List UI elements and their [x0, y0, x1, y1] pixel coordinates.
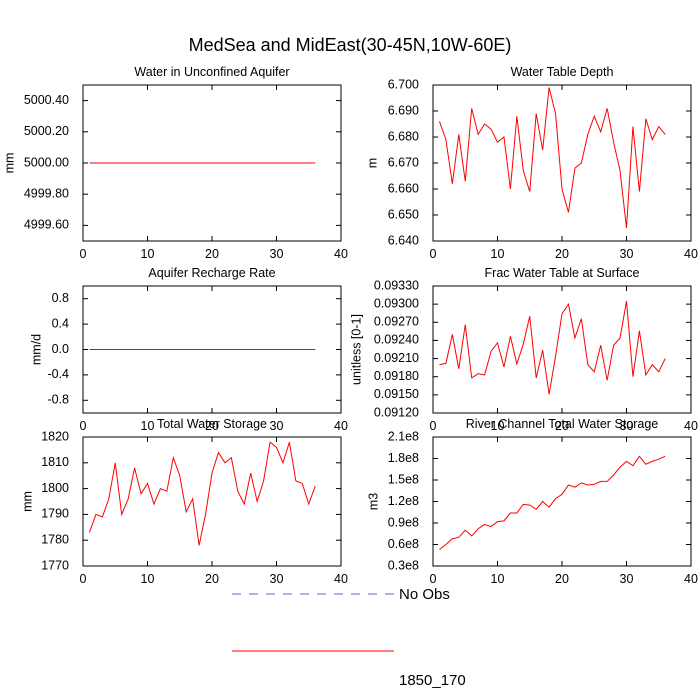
y-tick-label: 0.4	[52, 316, 69, 330]
y-tick-label: 0.09300	[374, 296, 419, 310]
y-tick-label: 1.5e8	[388, 472, 419, 486]
y-tick-label: 6.650	[388, 207, 419, 221]
y-tick-label: 0.09120	[374, 405, 419, 419]
series-line-1850-170	[438, 87, 666, 229]
x-tick-label: 40	[684, 572, 698, 586]
x-tick-label: 10	[491, 247, 505, 261]
x-tick-label: 40	[334, 247, 348, 261]
y-tick-label: -0.4	[47, 367, 69, 381]
y-tick-label: 0.6e8	[388, 537, 419, 551]
y-axis-label: mm	[20, 491, 34, 512]
y-tick-label: 0.09330	[374, 278, 419, 292]
panel-title: Water Table Depth	[511, 65, 614, 79]
panel-title: Total Water Storage	[157, 417, 267, 431]
x-tick-label: 30	[270, 247, 284, 261]
panel-title: Water in Unconfined Aquifer	[134, 65, 289, 79]
x-tick-label: 20	[555, 419, 569, 433]
series-line-1850-170	[439, 455, 666, 550]
y-tick-label: 0.09180	[374, 369, 419, 383]
y-axis-label: unitless [0-1]	[349, 314, 363, 385]
x-tick-label: 30	[270, 572, 284, 586]
y-tick-label: 5000.40	[24, 93, 69, 107]
y-tick-label: 1810	[41, 455, 69, 469]
y-tick-label: 4999.60	[24, 218, 69, 232]
x-tick-label: 0	[80, 247, 87, 261]
y-tick-label: 5000.00	[24, 155, 69, 169]
y-tick-label: 6.660	[388, 181, 419, 195]
y-axis-label: mm	[2, 153, 16, 174]
legend: No Obs 1850_170	[232, 586, 466, 689]
x-tick-label: 40	[334, 572, 348, 586]
x-tick-label: 0	[430, 247, 437, 261]
x-tick-label: 0	[80, 572, 87, 586]
x-tick-label: 30	[620, 247, 634, 261]
y-tick-label: 1800	[41, 481, 69, 495]
y-tick-label: 0.09240	[374, 333, 419, 347]
y-tick-label: 0.3e8	[388, 558, 419, 572]
y-axis-label: m3	[366, 493, 380, 510]
y-tick-label: 1780	[41, 532, 69, 546]
panel-title: Frac Water Table at Surface	[485, 266, 640, 280]
y-tick-label: 6.680	[388, 129, 419, 143]
panel-aquifer-recharge-rate: Aquifer Recharge Rate mm/d 0 10 20 30 40 -0.8 -0…	[29, 266, 348, 433]
y-tick-label: 6.690	[388, 103, 419, 117]
panel-water-table-depth: Water Table Depth m 0 10 20 30 40 6.640 6.650 6.6…	[365, 65, 698, 261]
panel-title: Aquifer Recharge Rate	[148, 266, 275, 280]
y-tick-label: 1.8e8	[388, 451, 419, 465]
x-tick-label: 0	[430, 419, 437, 433]
y-tick-label: 4999.80	[24, 186, 69, 200]
y-tick-label: 1.2e8	[388, 494, 419, 508]
x-tick-label: 0	[80, 419, 87, 433]
y-tick-label: 0.09270	[374, 315, 419, 329]
x-tick-label: 10	[491, 572, 505, 586]
series-line-1850-170	[439, 301, 666, 395]
y-tick-label: 5000.20	[24, 124, 69, 138]
panel-frac-water-table-at-surface: Frac Water Table at Surface unitless [0-1…	[349, 266, 698, 433]
x-tick-label: 30	[620, 572, 634, 586]
plot-frame	[432, 285, 692, 414]
legend-label-no-obs: No Obs	[399, 586, 450, 603]
y-tick-label: 6.700	[388, 77, 419, 91]
y-tick-label: 0.09210	[374, 351, 419, 365]
y-tick-label: 0.9e8	[388, 515, 419, 529]
x-tick-label: 10	[141, 572, 155, 586]
y-tick-label: 6.640	[388, 233, 419, 247]
panel-title: River Channel Total Water Storage	[466, 417, 659, 431]
x-tick-label: 20	[205, 419, 219, 433]
y-tick-label: 1770	[41, 558, 69, 572]
y-axis-label: mm/d	[29, 334, 43, 365]
panel-water-in-unconfined-aquifer: Water in Unconfined Aquifer mm 0 10 20 30 40 49…	[2, 65, 348, 261]
y-tick-label: 2.1e8	[388, 429, 419, 443]
x-tick-label: 30	[620, 419, 634, 433]
plot-frame	[82, 436, 342, 567]
y-tick-label: 1820	[41, 429, 69, 443]
x-tick-label: 20	[205, 247, 219, 261]
x-tick-label: 10	[491, 419, 505, 433]
x-tick-label: 10	[141, 247, 155, 261]
x-tick-label: 20	[555, 247, 569, 261]
y-tick-label: 0.0	[52, 342, 69, 356]
y-tick-label: 0.09150	[374, 387, 419, 401]
panel-total-water-storage: Total Water Storage mm 0 10 20 30 40 1770 1780 17…	[20, 417, 348, 586]
panel-river-channel-total-water-storage: River Channel Total Water Storage m3 0 10 20…	[366, 417, 698, 586]
x-tick-label: 20	[205, 572, 219, 586]
y-tick-label: 6.670	[388, 155, 419, 169]
series-line-1850-170	[88, 441, 316, 546]
figure-title: MedSea and MidEast(30-45N,10W-60E)	[189, 35, 512, 55]
x-tick-label: 0	[430, 572, 437, 586]
y-axis-label: m	[365, 158, 379, 168]
y-tick-label: -0.8	[47, 393, 69, 407]
x-tick-label: 40	[334, 419, 348, 433]
x-tick-label: 40	[684, 419, 698, 433]
plot-frame	[432, 436, 692, 567]
x-tick-label: 10	[141, 419, 155, 433]
legend-label-1850-170: 1850_170	[399, 672, 466, 689]
x-tick-label: 30	[270, 419, 284, 433]
y-tick-label: 0.8	[52, 291, 69, 305]
x-tick-label: 40	[684, 247, 698, 261]
x-tick-label: 20	[555, 572, 569, 586]
y-tick-label: 1790	[41, 507, 69, 521]
